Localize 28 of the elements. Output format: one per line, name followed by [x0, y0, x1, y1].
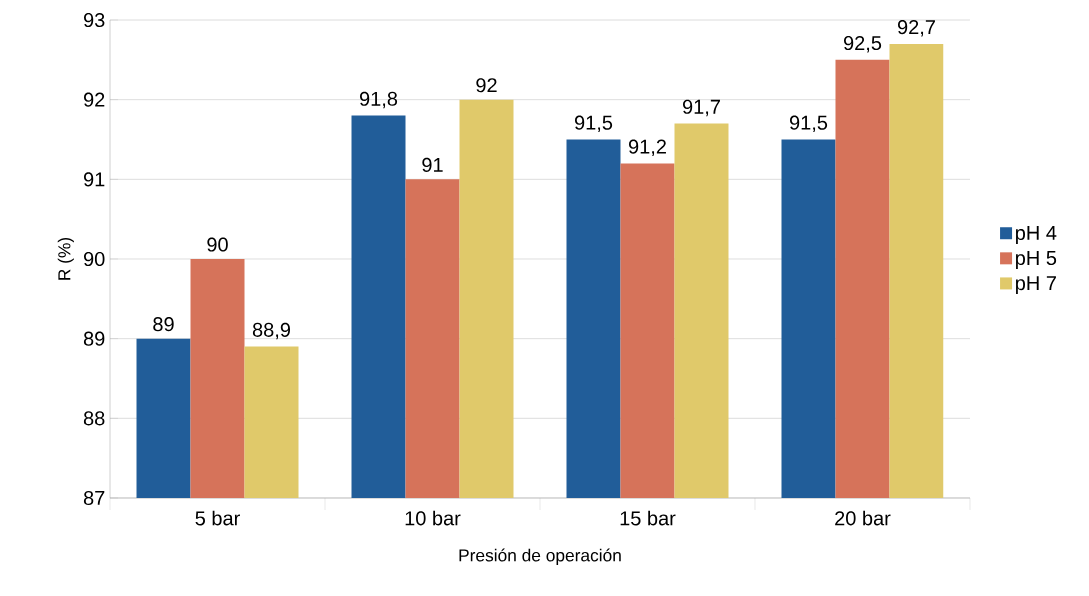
x-tick-label: 5 bar — [195, 510, 240, 526]
y-tick-label: 87 — [83, 490, 105, 506]
data-label: 92 — [476, 78, 497, 93]
data-label: 91,2 — [628, 139, 666, 157]
data-label: 90 — [207, 237, 228, 252]
legend-label: pH 7 — [1016, 276, 1056, 295]
data-label: 92,7 — [897, 20, 935, 37]
data-label: 91,8 — [359, 91, 398, 109]
data-label: 91,5 — [789, 115, 828, 133]
data-label: 89 — [153, 317, 174, 332]
y-tick-label: 88 — [83, 411, 105, 426]
y-tick-label: 93 — [84, 12, 105, 28]
data-label: 92,5 — [843, 35, 882, 53]
data-label: 91 — [422, 157, 443, 172]
x-axis-title: Presión de operación — [459, 548, 621, 565]
x-tick-label: 10 bar — [405, 510, 461, 526]
y-axis-title: R (%) — [57, 237, 74, 280]
y-tick-label: 92 — [84, 92, 105, 107]
y-tick-label: 90 — [84, 251, 105, 267]
x-tick-label: 20 bar — [835, 510, 891, 526]
data-label: 91,7 — [682, 99, 720, 117]
legend-label: pH 4 — [1016, 226, 1057, 244]
x-tick-label: 15 bar — [620, 510, 676, 526]
data-label: 91,5 — [574, 115, 613, 133]
y-tick-label: 89 — [83, 331, 105, 346]
legend-label: pH 5 — [1016, 251, 1057, 270]
y-tick-label: 91 — [84, 172, 105, 187]
data-label: 88,9 — [252, 322, 291, 340]
